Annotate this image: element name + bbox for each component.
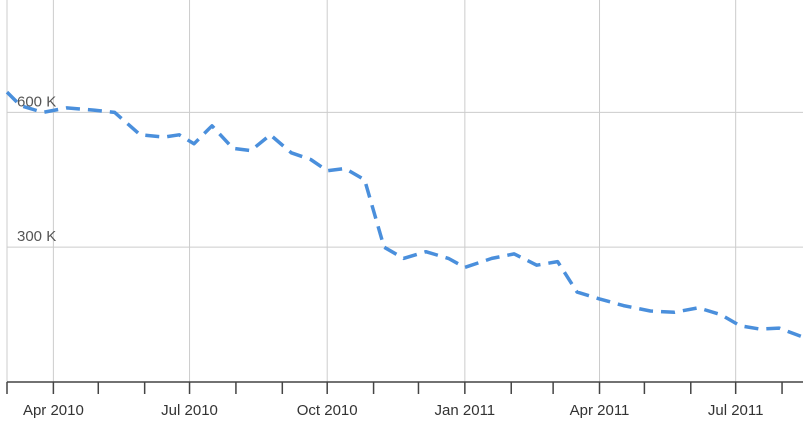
x-axis-labels: Apr 2010 Jul 2010 Oct 2010 Jan 2011 Apr 2011… bbox=[23, 402, 764, 419]
series-layer bbox=[5, 90, 803, 339]
x-tick-label: Apr 2010 bbox=[23, 402, 84, 419]
x-tick-label: Jan 2011 bbox=[435, 402, 496, 419]
x-tick-label: Jul 2010 bbox=[161, 402, 218, 419]
series-line bbox=[5, 90, 803, 339]
x-axis bbox=[6, 381, 803, 394]
x-tick-label: Jul 2011 bbox=[708, 402, 764, 419]
x-tick-label: Apr 2011 bbox=[570, 402, 630, 419]
y-tick-label: 300 K bbox=[17, 228, 56, 245]
gridlines bbox=[6, 0, 803, 382]
x-tick-label: Oct 2010 bbox=[297, 402, 358, 419]
